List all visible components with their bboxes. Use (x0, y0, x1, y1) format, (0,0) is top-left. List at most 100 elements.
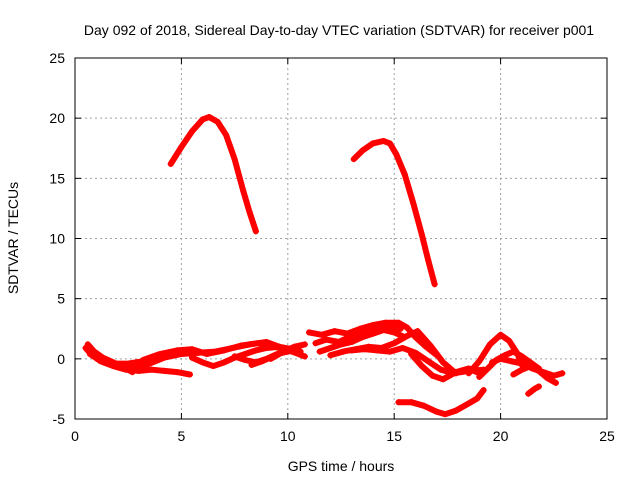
data-point (118, 363, 125, 370)
y-tick-label: 0 (57, 351, 65, 367)
series-arc-20 (476, 348, 542, 380)
data-point (199, 116, 206, 123)
data-point (380, 326, 387, 333)
data-point (391, 329, 398, 336)
x-axis-label: GPS time / hours (288, 458, 395, 474)
data-point (110, 360, 117, 367)
data-point (393, 151, 400, 158)
data-point (231, 156, 238, 163)
data-point (189, 354, 196, 361)
data-point (189, 346, 196, 353)
data-point (535, 367, 542, 374)
data-point (220, 359, 227, 366)
data-point (418, 231, 425, 238)
data-point (508, 358, 515, 365)
data-point (263, 345, 270, 352)
x-tick-label: 25 (599, 428, 615, 444)
y-tick-label: 15 (49, 170, 65, 186)
data-point (278, 349, 285, 356)
y-tick-label: 5 (57, 291, 65, 307)
series-arc-19-points (465, 331, 525, 377)
x-tick-label: 15 (386, 428, 402, 444)
series-arc-11-points (267, 345, 304, 362)
data-point (463, 401, 470, 408)
data-point (359, 334, 366, 341)
data-point (440, 376, 447, 383)
x-tick-label: 10 (280, 428, 296, 444)
data-point (316, 348, 323, 355)
data-point (518, 360, 525, 367)
data-point (331, 328, 338, 335)
data-point (369, 140, 376, 147)
data-point (550, 372, 557, 379)
data-point (433, 408, 440, 415)
series-arc-1-points (167, 113, 259, 235)
series-arc-2-points (350, 138, 438, 288)
data-point (452, 369, 459, 376)
data-point (157, 351, 164, 358)
data-point (397, 325, 404, 332)
data-point (255, 340, 262, 347)
data-point (386, 348, 393, 355)
y-axis-label: SDTVAR / TECUs (5, 182, 21, 294)
data-point (403, 332, 410, 339)
data-point (559, 370, 566, 377)
data-point (486, 341, 493, 348)
data-point (301, 341, 308, 348)
data-point (231, 353, 238, 360)
data-point (327, 352, 334, 359)
data-point (359, 147, 366, 154)
data-point (474, 395, 481, 402)
data-point (223, 132, 230, 139)
data-point (414, 328, 421, 335)
tick-labels: 0 5 10 15 20 25 -5 0 5 10 15 20 25 (49, 50, 615, 444)
data-point (420, 402, 427, 409)
y-tick-label: 25 (49, 50, 65, 66)
grid-lines (75, 58, 607, 419)
data-point (174, 369, 181, 376)
data-point (148, 366, 155, 373)
data-point (240, 187, 247, 194)
series-arc-1 (167, 114, 259, 235)
x-tick-label: 5 (178, 428, 186, 444)
data-point (210, 363, 217, 370)
data-point (161, 367, 168, 374)
data-point (84, 341, 91, 348)
data-point (382, 319, 389, 326)
series-arc-23-points (525, 383, 542, 397)
data-point (146, 360, 153, 367)
x-tick-label: 20 (493, 428, 509, 444)
data-point (348, 347, 355, 354)
data-point (186, 371, 193, 378)
data-point (425, 358, 432, 365)
data-point (248, 361, 255, 368)
data-point (242, 357, 249, 364)
data-point (246, 209, 253, 216)
data-point (374, 347, 381, 354)
data-point (252, 347, 259, 354)
data-point (399, 345, 406, 352)
data-point (318, 331, 325, 338)
data-point (497, 355, 504, 362)
data-point (350, 156, 357, 163)
series-arc-11 (267, 345, 304, 362)
data-point (518, 353, 525, 360)
data-point (410, 200, 417, 207)
series-arc-8-points (189, 343, 296, 370)
data-point (237, 342, 244, 349)
chart-title: Day 092 of 2018, Sidereal Day-to-day VTE… (84, 22, 594, 38)
data-point (408, 399, 415, 406)
data-series (82, 113, 566, 418)
data-point (323, 336, 330, 343)
data-point (391, 340, 398, 347)
data-point (369, 322, 376, 329)
data-point (338, 341, 344, 348)
data-point (510, 348, 517, 355)
y-tick-label: -5 (53, 411, 66, 427)
data-point (544, 375, 551, 382)
series-arc-2 (350, 138, 438, 288)
data-point (220, 347, 227, 354)
series-arc-18-points (395, 387, 487, 418)
y-tick-label: 10 (49, 231, 65, 247)
data-point (86, 351, 93, 358)
